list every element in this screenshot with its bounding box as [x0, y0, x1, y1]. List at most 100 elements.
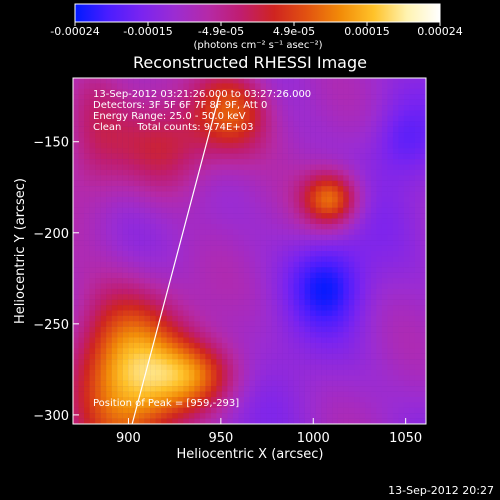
heatmap-cell: [84, 115, 90, 122]
heatmap-cell: [332, 126, 338, 133]
heatmap-cell: [409, 386, 416, 392]
heatmap-cell: [277, 332, 283, 338]
heatmap-cell: [139, 391, 145, 398]
heatmap-cell: [337, 245, 344, 252]
heatmap-cell: [166, 218, 173, 225]
heatmap-cell: [106, 202, 112, 208]
heatmap-cell: [376, 186, 383, 192]
heatmap-cell: [288, 348, 294, 354]
heatmap-cell: [381, 407, 388, 414]
heatmap-cell: [172, 207, 178, 214]
heatmap-cell: [95, 110, 101, 117]
heatmap-cell: [420, 283, 426, 290]
heatmap-cell: [359, 196, 366, 203]
heatmap-cell: [221, 413, 228, 419]
heatmap-cell: [150, 137, 156, 144]
colorbar-tick-label: -0.00015: [123, 25, 172, 38]
heatmap-cell: [106, 148, 112, 154]
heatmap-cell: [310, 229, 316, 235]
heatmap-cell: [166, 305, 173, 311]
heatmap-cell: [376, 126, 383, 133]
heatmap-cell: [348, 153, 355, 160]
heatmap-cell: [321, 83, 327, 90]
heatmap-cell: [106, 105, 112, 111]
heatmap-cell: [414, 299, 421, 306]
heatmap-cell: [95, 386, 101, 392]
heatmap-cell: [255, 218, 261, 225]
heatmap-cell: [111, 342, 118, 349]
heatmap-cell: [205, 278, 212, 284]
heatmap-cell: [194, 294, 201, 300]
heatmap-cell: [238, 369, 245, 376]
heatmap-cell: [210, 278, 217, 284]
heatmap-cell: [232, 142, 239, 149]
heatmap-cell: [73, 369, 79, 376]
heatmap-cell: [381, 375, 388, 381]
heatmap-cell: [343, 261, 349, 268]
heatmap-cell: [343, 267, 349, 273]
heatmap-cell: [144, 353, 151, 360]
heatmap-area: [73, 78, 426, 424]
heatmap-cell: [155, 413, 162, 419]
heatmap-cell: [403, 191, 410, 198]
heatmap-cell: [155, 196, 162, 203]
heatmap-cell: [73, 364, 79, 371]
heatmap-cell: [414, 272, 421, 279]
heatmap-cell: [392, 283, 399, 290]
heatmap-cell: [376, 202, 383, 208]
heatmap-cell: [381, 326, 388, 333]
heatmap-cell: [232, 186, 239, 192]
heatmap-cell: [194, 105, 201, 111]
heatmap-cell: [117, 137, 123, 144]
heatmap-cell: [392, 413, 399, 419]
heatmap-cell: [409, 326, 416, 333]
heatmap-cell: [376, 88, 383, 95]
heatmap-cell: [106, 153, 112, 160]
heatmap-cell: [381, 186, 388, 192]
heatmap-cell: [315, 353, 322, 360]
heatmap-cell: [260, 391, 267, 398]
heatmap-cell: [348, 115, 355, 122]
heatmap-cell: [128, 261, 134, 268]
heatmap-cell: [238, 164, 245, 171]
heatmap-cell: [398, 169, 405, 176]
heatmap-cell: [381, 418, 388, 424]
heatmap-cell: [221, 288, 228, 295]
heatmap-cell: [288, 299, 294, 306]
heatmap-cell: [188, 148, 195, 154]
heatmap-cell: [332, 202, 338, 208]
heatmap-cell: [78, 99, 85, 106]
heatmap-cell: [161, 191, 167, 198]
heatmap-cell: [321, 353, 327, 360]
heatmap-cell: [420, 256, 426, 263]
heatmap-cell: [348, 294, 355, 300]
heatmap-cell: [288, 148, 294, 154]
heatmap-cell: [172, 94, 178, 100]
heatmap-cell: [161, 234, 167, 241]
heatmap-cell: [133, 413, 140, 419]
heatmap-cell: [387, 272, 394, 279]
heatmap-cell: [111, 337, 118, 344]
heatmap-cell: [227, 310, 234, 317]
heatmap-cell: [365, 175, 372, 181]
heatmap-cell: [232, 391, 239, 398]
heatmap-cell: [205, 418, 212, 424]
heatmap-cell: [133, 218, 140, 225]
heatmap-cell: [117, 348, 123, 354]
heatmap-cell: [398, 342, 405, 349]
heatmap-cell: [166, 288, 173, 295]
heatmap-cell: [188, 413, 195, 419]
heatmap-cell: [194, 299, 201, 306]
heatmap-cell: [232, 288, 239, 295]
heatmap-cell: [332, 375, 338, 381]
heatmap-cell: [337, 234, 344, 241]
heatmap-cell: [128, 407, 134, 414]
heatmap-cell: [420, 186, 426, 192]
heatmap-cell: [387, 256, 394, 263]
heatmap-cell: [216, 256, 223, 263]
heatmap-cell: [392, 353, 399, 360]
heatmap-cell: [354, 353, 361, 360]
heatmap-cell: [343, 191, 349, 198]
heatmap-cell: [117, 218, 123, 225]
heatmap-cell: [221, 364, 228, 371]
